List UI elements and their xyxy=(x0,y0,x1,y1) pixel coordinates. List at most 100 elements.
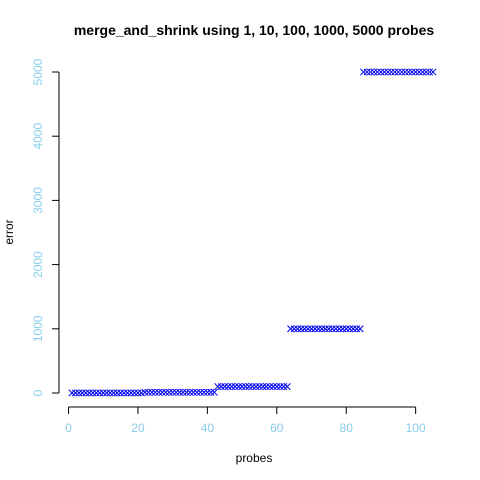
data-point xyxy=(235,383,243,391)
x-tick-label: 80 xyxy=(340,421,354,435)
data-point xyxy=(280,383,288,391)
data-point xyxy=(321,325,329,333)
data-point xyxy=(85,389,93,397)
x-tick-label: 60 xyxy=(270,421,284,435)
data-point xyxy=(78,389,86,397)
data-point xyxy=(366,68,375,76)
y-tick-label: 4000 xyxy=(31,123,45,150)
data-point xyxy=(123,389,132,397)
data-point xyxy=(259,383,267,391)
data-point xyxy=(408,68,416,76)
y-axis: 0 1000 2000 3000 4000 5000 xyxy=(31,58,60,396)
data-point xyxy=(294,325,302,333)
data-point xyxy=(273,383,281,391)
data-point xyxy=(71,389,80,397)
y-axis-label: error xyxy=(2,219,16,244)
data-point xyxy=(207,388,215,396)
data-point xyxy=(339,325,347,333)
data-point xyxy=(141,388,149,396)
data-point xyxy=(144,388,152,396)
plot-points xyxy=(68,68,437,397)
data-point xyxy=(370,68,378,76)
data-point xyxy=(176,388,184,396)
data-point xyxy=(148,388,156,396)
data-point xyxy=(356,325,364,333)
y-tick-label: 1000 xyxy=(31,315,45,342)
data-point xyxy=(342,325,350,333)
data-point xyxy=(328,325,336,333)
data-point xyxy=(415,68,423,76)
data-point xyxy=(238,383,246,391)
x-axis-label: probes xyxy=(236,451,273,465)
data-point xyxy=(269,383,277,391)
data-point xyxy=(398,68,406,76)
data-point xyxy=(405,68,413,76)
data-point xyxy=(276,383,284,391)
data-point xyxy=(377,68,385,76)
data-point xyxy=(422,68,430,76)
data-point xyxy=(68,389,76,397)
data-point xyxy=(391,68,399,76)
data-point xyxy=(75,389,83,397)
data-point xyxy=(196,388,204,396)
data-point xyxy=(346,325,354,333)
x-tick-label: 40 xyxy=(201,421,215,435)
data-point xyxy=(252,383,260,391)
data-point xyxy=(394,68,402,76)
data-point xyxy=(92,389,100,397)
data-point xyxy=(287,325,295,333)
data-point xyxy=(217,383,225,391)
data-point xyxy=(373,68,382,76)
data-point xyxy=(210,388,218,396)
data-point xyxy=(412,68,420,76)
data-point xyxy=(231,383,239,391)
data-point xyxy=(419,68,427,76)
data-point xyxy=(384,68,392,76)
data-point xyxy=(106,389,114,397)
data-point xyxy=(99,389,107,397)
data-point xyxy=(429,68,437,76)
data-point xyxy=(245,383,253,391)
data-point xyxy=(172,388,180,396)
data-point xyxy=(311,325,319,333)
y-tick-label: 5000 xyxy=(31,58,45,85)
data-point xyxy=(248,383,257,391)
data-point xyxy=(325,325,333,333)
data-point xyxy=(353,325,361,333)
data-point xyxy=(127,389,135,397)
x-tick-label: 0 xyxy=(65,421,72,435)
data-point xyxy=(134,389,142,397)
chart-title: merge_and_shrink using 1, 10, 100, 1000,… xyxy=(74,22,435,38)
data-point xyxy=(158,388,166,396)
data-point xyxy=(110,389,118,397)
data-point xyxy=(193,388,201,396)
x-tick-label: 20 xyxy=(131,421,145,435)
data-point xyxy=(189,388,198,396)
data-point xyxy=(266,383,274,391)
data-point xyxy=(307,325,316,333)
data-point xyxy=(363,68,371,76)
x-axis: 0 20 40 60 80 100 xyxy=(65,406,426,435)
data-point xyxy=(103,389,111,397)
data-point xyxy=(151,388,159,396)
y-tick-label: 2000 xyxy=(31,251,45,278)
data-point xyxy=(297,325,305,333)
data-point xyxy=(314,325,323,333)
data-point xyxy=(96,389,104,397)
data-point xyxy=(179,388,187,396)
data-point xyxy=(425,68,434,76)
data-point xyxy=(304,325,312,333)
data-point xyxy=(318,325,326,333)
data-point xyxy=(162,388,170,396)
data-point xyxy=(332,325,340,333)
data-point xyxy=(200,388,208,396)
x-tick-label: 100 xyxy=(406,421,426,435)
data-point xyxy=(387,68,395,76)
data-point xyxy=(89,389,97,397)
data-point xyxy=(283,383,291,391)
data-point xyxy=(290,325,298,333)
data-point xyxy=(255,383,263,391)
data-point xyxy=(301,325,309,333)
y-tick-label: 3000 xyxy=(31,187,45,214)
